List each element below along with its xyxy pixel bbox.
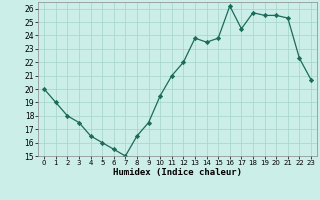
X-axis label: Humidex (Indice chaleur): Humidex (Indice chaleur) xyxy=(113,168,242,177)
